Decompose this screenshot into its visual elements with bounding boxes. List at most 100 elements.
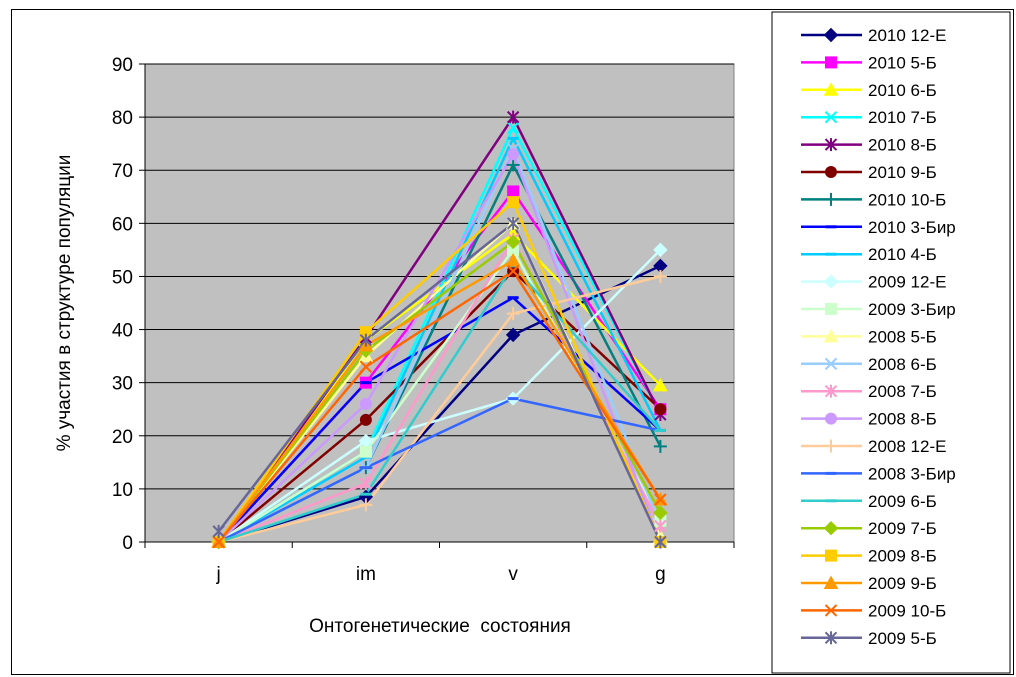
x-tick-label: v <box>508 564 518 585</box>
series-line-16 <box>218 275 661 544</box>
y-tick-label: 40 <box>112 321 133 342</box>
legend-label: 2010 10-Б <box>868 190 946 209</box>
x-tick-label: j <box>216 564 221 585</box>
legend-item: 2009 12-Е <box>801 273 946 292</box>
data-point <box>506 216 520 230</box>
legend-box <box>771 11 1011 674</box>
legend-item: 2008 6-Б <box>801 355 937 374</box>
legend-label: 2008 8-Б <box>868 410 937 429</box>
series-line-10 <box>217 249 662 544</box>
data-point <box>359 477 373 491</box>
legend-marker <box>825 56 837 69</box>
legend-marker <box>823 274 839 289</box>
data-point <box>507 196 520 209</box>
legend-item: 2010 3-Бир <box>801 218 956 237</box>
legend-marker <box>824 604 838 617</box>
y-axis-title: % участия в структуре популяции <box>54 155 75 452</box>
y-tick-label: 80 <box>112 108 133 129</box>
legend-label: 2009 9-Б <box>868 574 937 593</box>
legend-label: 2010 5-Б <box>868 53 937 72</box>
legend-item: 2008 3-Бир <box>801 464 956 483</box>
data-point <box>653 377 668 392</box>
legend-marker <box>825 166 837 178</box>
data-point <box>654 519 667 533</box>
x-tick-label: im <box>356 564 376 585</box>
legend-label: 2010 7-Б <box>868 108 937 127</box>
legend-marker <box>824 110 838 124</box>
legend-item: 2010 8-Б <box>801 136 937 155</box>
data-point <box>359 498 373 512</box>
legend-label: 2010 4-Б <box>868 245 937 264</box>
data-point <box>654 535 667 549</box>
legend-item: 2009 3-Бир <box>801 300 956 319</box>
y-tick-label: 90 <box>112 55 133 76</box>
series-line-8 <box>217 296 662 543</box>
legend-marker <box>824 631 838 645</box>
data-point <box>359 413 372 426</box>
legend-label: 2010 12-Е <box>868 26 946 45</box>
legend-label: 2008 7-Б <box>868 382 937 401</box>
legend-item: 2010 12-Е <box>801 26 946 45</box>
legend-label: 2010 8-Б <box>868 136 937 155</box>
data-point <box>506 110 520 124</box>
legend-label: 2010 6-Б <box>868 81 937 100</box>
legend-label: 2009 7-Б <box>868 519 937 538</box>
legend-label: 2009 5-Б <box>868 629 937 648</box>
legend-item: 2010 9-Б <box>801 163 937 182</box>
data-point <box>653 439 667 453</box>
legend-marker <box>824 138 838 152</box>
legend-label: 2008 3-Бир <box>868 464 956 483</box>
legend-item: 2009 5-Б <box>801 629 937 648</box>
legend-marker <box>824 192 838 206</box>
data-point <box>653 269 667 283</box>
y-tick-label: 30 <box>112 374 133 395</box>
legend-item: 2009 6-Б <box>801 492 937 511</box>
data-point <box>653 505 668 520</box>
data-point <box>359 397 372 410</box>
legend-item: 2010 4-Б <box>801 245 937 264</box>
legend-marker <box>825 549 837 562</box>
legend-item: 2010 7-Б <box>801 108 937 127</box>
legend-label: 2008 5-Б <box>868 327 937 346</box>
legend-label: 2009 6-Б <box>868 492 937 511</box>
x-axis-title: Онтогенетические состояния <box>309 616 571 637</box>
data-point <box>506 121 520 134</box>
y-tick-label: 20 <box>112 427 133 448</box>
data-point <box>212 524 225 538</box>
y-tick-label: 10 <box>112 480 133 501</box>
data-point <box>359 333 373 347</box>
series-line-5 <box>217 115 662 543</box>
legend-item: 2009 10-Б <box>801 601 946 620</box>
legend-marker <box>823 27 839 43</box>
legend-marker <box>823 520 839 536</box>
legend: 2010 12-Е 2010 5-Б 2010 6-Б 2010 7-Б 2010 8-… <box>801 26 956 648</box>
legend-label: 2009 12-Е <box>868 273 946 292</box>
series-line-17 <box>218 397 661 544</box>
legend-item: 2008 5-Б <box>801 327 937 346</box>
x-tick-label: g <box>655 564 666 585</box>
legend-marker <box>823 575 839 589</box>
legend-item: 2009 7-Б <box>801 519 937 538</box>
legend-label: 2009 10-Б <box>868 601 946 620</box>
legend-item: 2010 10-Б <box>801 190 946 209</box>
data-point <box>359 445 372 458</box>
legend-item: 2010 6-Б <box>801 81 937 100</box>
data-point <box>359 360 373 373</box>
legend-label: 2008 12-Е <box>868 437 946 456</box>
legend-marker <box>824 439 838 453</box>
data-point <box>505 234 521 250</box>
y-tick-label: 70 <box>112 161 133 182</box>
y-tick-label: 50 <box>112 267 133 288</box>
legend-marker <box>824 357 838 371</box>
legend-item: 2008 8-Б <box>801 410 937 429</box>
data-point <box>505 252 521 267</box>
legend-item: 2008 7-Б <box>801 382 937 401</box>
data-point <box>505 327 521 343</box>
series-line-23 <box>217 222 662 543</box>
data-point <box>507 185 520 198</box>
legend-label: 2010 9-Б <box>868 163 937 182</box>
data-point <box>653 242 668 258</box>
legend-label: 2009 3-Бир <box>868 300 956 319</box>
legend-label: 2010 3-Бир <box>868 218 956 237</box>
